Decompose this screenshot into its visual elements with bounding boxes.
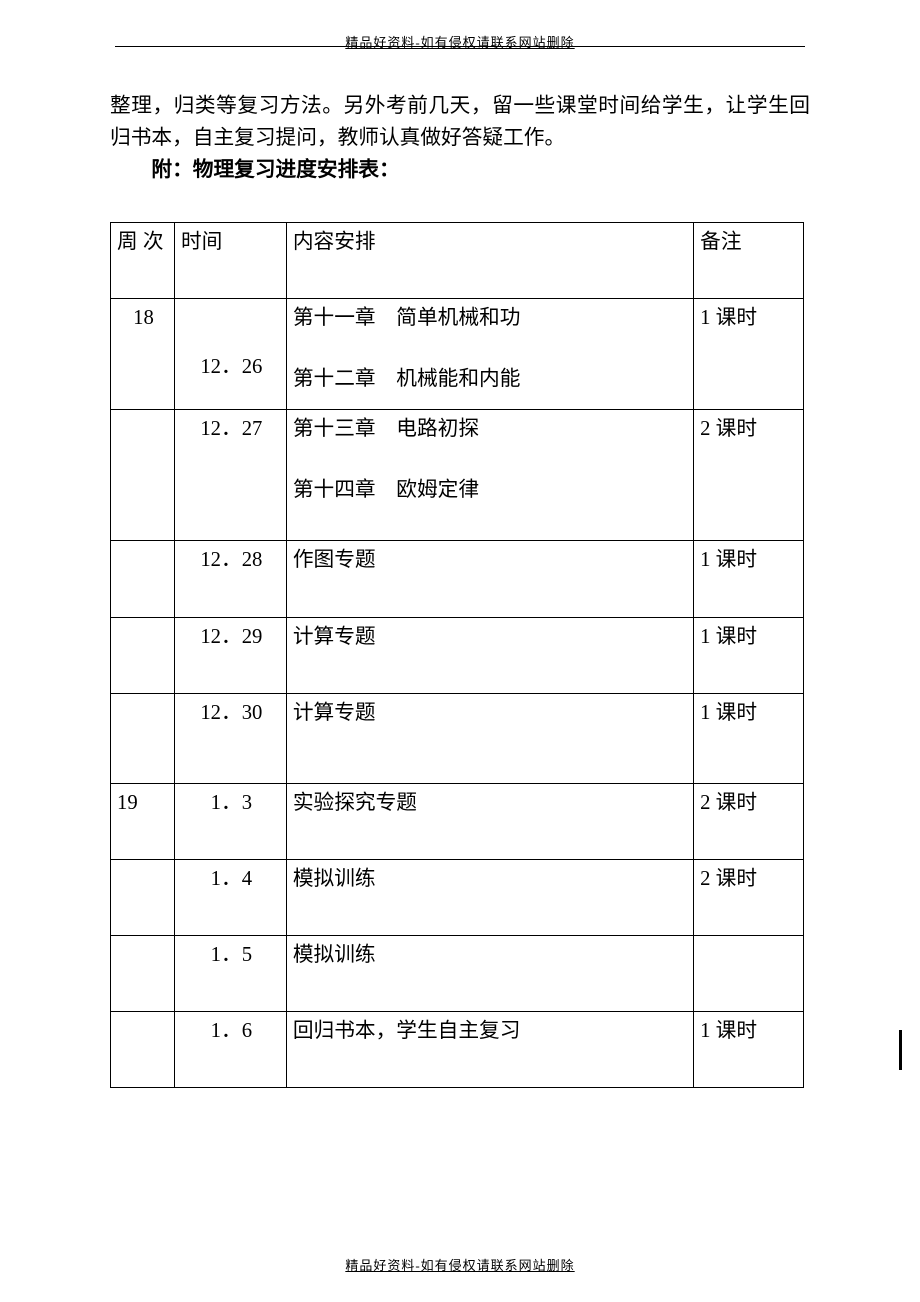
cell-week: [111, 541, 175, 617]
cell-note: 1 课时: [694, 693, 804, 783]
cell-note: 2 课时: [694, 783, 804, 859]
cell-content: 第十一章 简单机械和功 第十二章 机械能和内能: [286, 299, 693, 410]
table-row: 19 1．3 实验探究专题 2 课时: [111, 783, 804, 859]
content-line: 实验探究专题: [293, 792, 417, 814]
cell-week: [111, 693, 175, 783]
cell-week: 19: [111, 783, 175, 859]
table-row: 1．6 回归书本，学生自主复习 1 课时: [111, 1011, 804, 1087]
cell-time: 1．5: [174, 935, 286, 1011]
cell-note: 1 课时: [694, 617, 804, 693]
cell-time: 1．6: [174, 1011, 286, 1087]
cell-note: 2 课时: [694, 859, 804, 935]
col-header-content: 内容安排: [286, 223, 693, 299]
col-header-note: 备注: [694, 223, 804, 299]
content-area: 整理，归类等复习方法。另外考前几天，留一些课堂时间给学生，让学生回归书本，自主复…: [110, 40, 810, 1088]
col-header-time: 时间: [174, 223, 286, 299]
col-header-week: 周 次: [111, 223, 175, 299]
cell-week: [111, 935, 175, 1011]
cell-note: 1 课时: [694, 541, 804, 617]
content-line: 第十四章 欧姆定律: [293, 475, 689, 536]
cell-time: 12．28: [174, 541, 286, 617]
content-line: 模拟训练: [293, 868, 376, 890]
content-line: 作图专题: [293, 549, 376, 571]
cell-time: 1．3: [174, 783, 286, 859]
cell-week: 18: [111, 299, 175, 410]
attachment-title: 附：物理复习进度安排表：: [110, 154, 810, 186]
cell-content: 实验探究专题: [286, 783, 693, 859]
table-header-row: 周 次 时间 内容安排 备注: [111, 223, 804, 299]
cell-time: 12．26: [174, 299, 286, 410]
table-row: 12．27 第十三章 电路初探 第十四章 欧姆定律 2 课时: [111, 410, 804, 541]
table-row: 1．5 模拟训练: [111, 935, 804, 1011]
content-line: 第十二章 机械能和内能: [293, 364, 689, 405]
content-line: 模拟训练: [293, 944, 376, 966]
cell-content: 计算专题: [286, 693, 693, 783]
content-line: 第十三章 电路初探: [293, 414, 689, 475]
cell-content: 第十三章 电路初探 第十四章 欧姆定律: [286, 410, 693, 541]
cell-note: [694, 935, 804, 1011]
cell-note: 1 课时: [694, 1011, 804, 1087]
cell-content: 作图专题: [286, 541, 693, 617]
cell-week: [111, 859, 175, 935]
page-footer: 精品好资料-如有侵权请联系网站删除: [0, 1255, 920, 1274]
cell-note: 1 课时: [694, 299, 804, 410]
cell-time: 12．30: [174, 693, 286, 783]
cell-time: 12．29: [174, 617, 286, 693]
content-line: 第十一章 简单机械和功: [293, 303, 689, 364]
page-header: 精品好资料-如有侵权请联系网站删除: [0, 32, 920, 51]
cell-content: 回归书本，学生自主复习: [286, 1011, 693, 1087]
stray-vertical-mark: [899, 1030, 902, 1070]
cell-time: 12．27: [174, 410, 286, 541]
body-paragraph: 整理，归类等复习方法。另外考前几天，留一些课堂时间给学生，让学生回归书本，自主复…: [110, 90, 810, 154]
cell-note: 2 课时: [694, 410, 804, 541]
content-line: [293, 729, 689, 779]
header-rule: [115, 46, 805, 47]
content-line: 计算专题: [293, 698, 689, 729]
content-line: 计算专题: [293, 626, 376, 648]
cell-content: 模拟训练: [286, 935, 693, 1011]
cell-time: 1．4: [174, 859, 286, 935]
table-row: 18 12．26 第十一章 简单机械和功 第十二章 机械能和内能 1 课时: [111, 299, 804, 410]
table-row: 12．30 计算专题 1 课时: [111, 693, 804, 783]
page: 精品好资料-如有侵权请联系网站删除 整理，归类等复习方法。另外考前几天，留一些课…: [0, 0, 920, 1302]
table-row: 1．4 模拟训练 2 课时: [111, 859, 804, 935]
table-row: 12．29 计算专题 1 课时: [111, 617, 804, 693]
content-line: 回归书本，学生自主复习: [293, 1020, 521, 1042]
table-row: 12．28 作图专题 1 课时: [111, 541, 804, 617]
schedule-table: 周 次 时间 内容安排 备注 18 12．26 第十一章 简单机械和功 第十二章…: [110, 222, 804, 1088]
cell-week: [111, 1011, 175, 1087]
cell-content: 计算专题: [286, 617, 693, 693]
cell-week: [111, 617, 175, 693]
cell-content: 模拟训练: [286, 859, 693, 935]
cell-week: [111, 410, 175, 541]
